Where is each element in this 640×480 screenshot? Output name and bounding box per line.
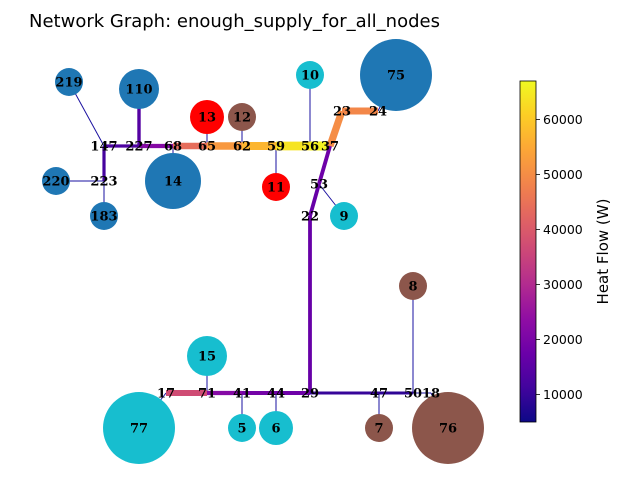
node-77 [103,392,175,464]
node-label-41: 41 [233,387,251,402]
node-8 [399,272,427,300]
node-label-7: 7 [374,422,383,437]
node-label-18: 18 [422,387,440,402]
node-label-223: 223 [90,175,117,190]
node-label-62: 62 [233,140,251,155]
node-label-23: 23 [333,105,351,120]
node-220 [42,167,70,195]
node-label-71: 71 [198,387,216,402]
node-6 [259,411,293,445]
node-label-17: 17 [157,387,175,402]
node-label-15: 15 [198,350,216,365]
node-76 [412,392,484,464]
node-13 [190,100,224,134]
edge-53-22 [308,183,321,217]
edge-37-53 [317,145,332,185]
colorbar-tick-label-10000: 10000 [543,387,583,402]
node-label-24: 24 [369,105,387,120]
node-label-68: 68 [164,140,182,155]
colorbar-gradient [519,80,537,423]
node-label-77: 77 [130,422,148,437]
colorbar-tick-label-30000: 30000 [543,277,583,292]
node-label-6: 6 [271,422,280,437]
node-label-75: 75 [387,69,405,84]
node-12 [228,103,256,131]
colorbar-tick-label-40000: 40000 [543,222,583,237]
node-label-227: 227 [125,140,152,155]
node-15 [187,336,227,376]
node-label-12: 12 [233,111,251,126]
node-label-22: 22 [301,210,319,225]
node-label-11: 11 [267,181,285,196]
node-label-8: 8 [408,280,417,295]
colorbar-tick-label-20000: 20000 [543,332,583,347]
node-183 [90,202,118,230]
node-label-47: 47 [370,387,388,402]
node-label-13: 13 [198,111,216,126]
node-label-76: 76 [439,422,457,437]
node-label-50: 50 [404,387,422,402]
node-label-110: 110 [125,83,152,98]
colorbar-tick-label-60000: 60000 [543,112,583,127]
colorbar-tick-label-50000: 50000 [543,167,583,182]
node-11 [262,173,290,201]
node-75 [360,39,432,111]
node-label-29: 29 [301,387,319,402]
node-label-37: 37 [321,140,339,155]
node-label-5: 5 [237,422,246,437]
colorbar-ticks: 10000 20000 30000 40000 50000 60000 [536,112,583,402]
node-label-219: 219 [55,76,82,91]
node-label-10: 10 [301,69,319,84]
node-10 [296,61,324,89]
node-label-183: 183 [90,210,117,225]
node-label-65: 65 [198,140,216,155]
node-label-14: 14 [164,175,182,190]
node-label-147: 147 [90,140,117,155]
node-7 [365,414,393,442]
colorbar: 10000 20000 30000 40000 50000 60000 Heat Flow… [519,80,612,423]
heat-flow-edges [102,89,413,396]
node-14 [145,153,201,209]
edge-37-23 [326,109,346,148]
node-label-53: 53 [310,178,328,193]
graph-nodes [42,39,484,464]
node-110 [119,69,159,109]
node-9 [330,202,358,230]
connector-edges [56,74,449,429]
graph-title: Network Graph: enough_supply_for_all_nod… [29,11,440,32]
node-219 [55,68,83,96]
node-5 [228,414,256,442]
node-label-59: 59 [267,140,285,155]
node-label-56: 56 [301,140,319,155]
node-label-220: 220 [42,175,69,190]
colorbar-label: Heat Flow (W) [594,199,612,305]
node-label-9: 9 [339,210,348,225]
node-label-44: 44 [267,387,285,402]
